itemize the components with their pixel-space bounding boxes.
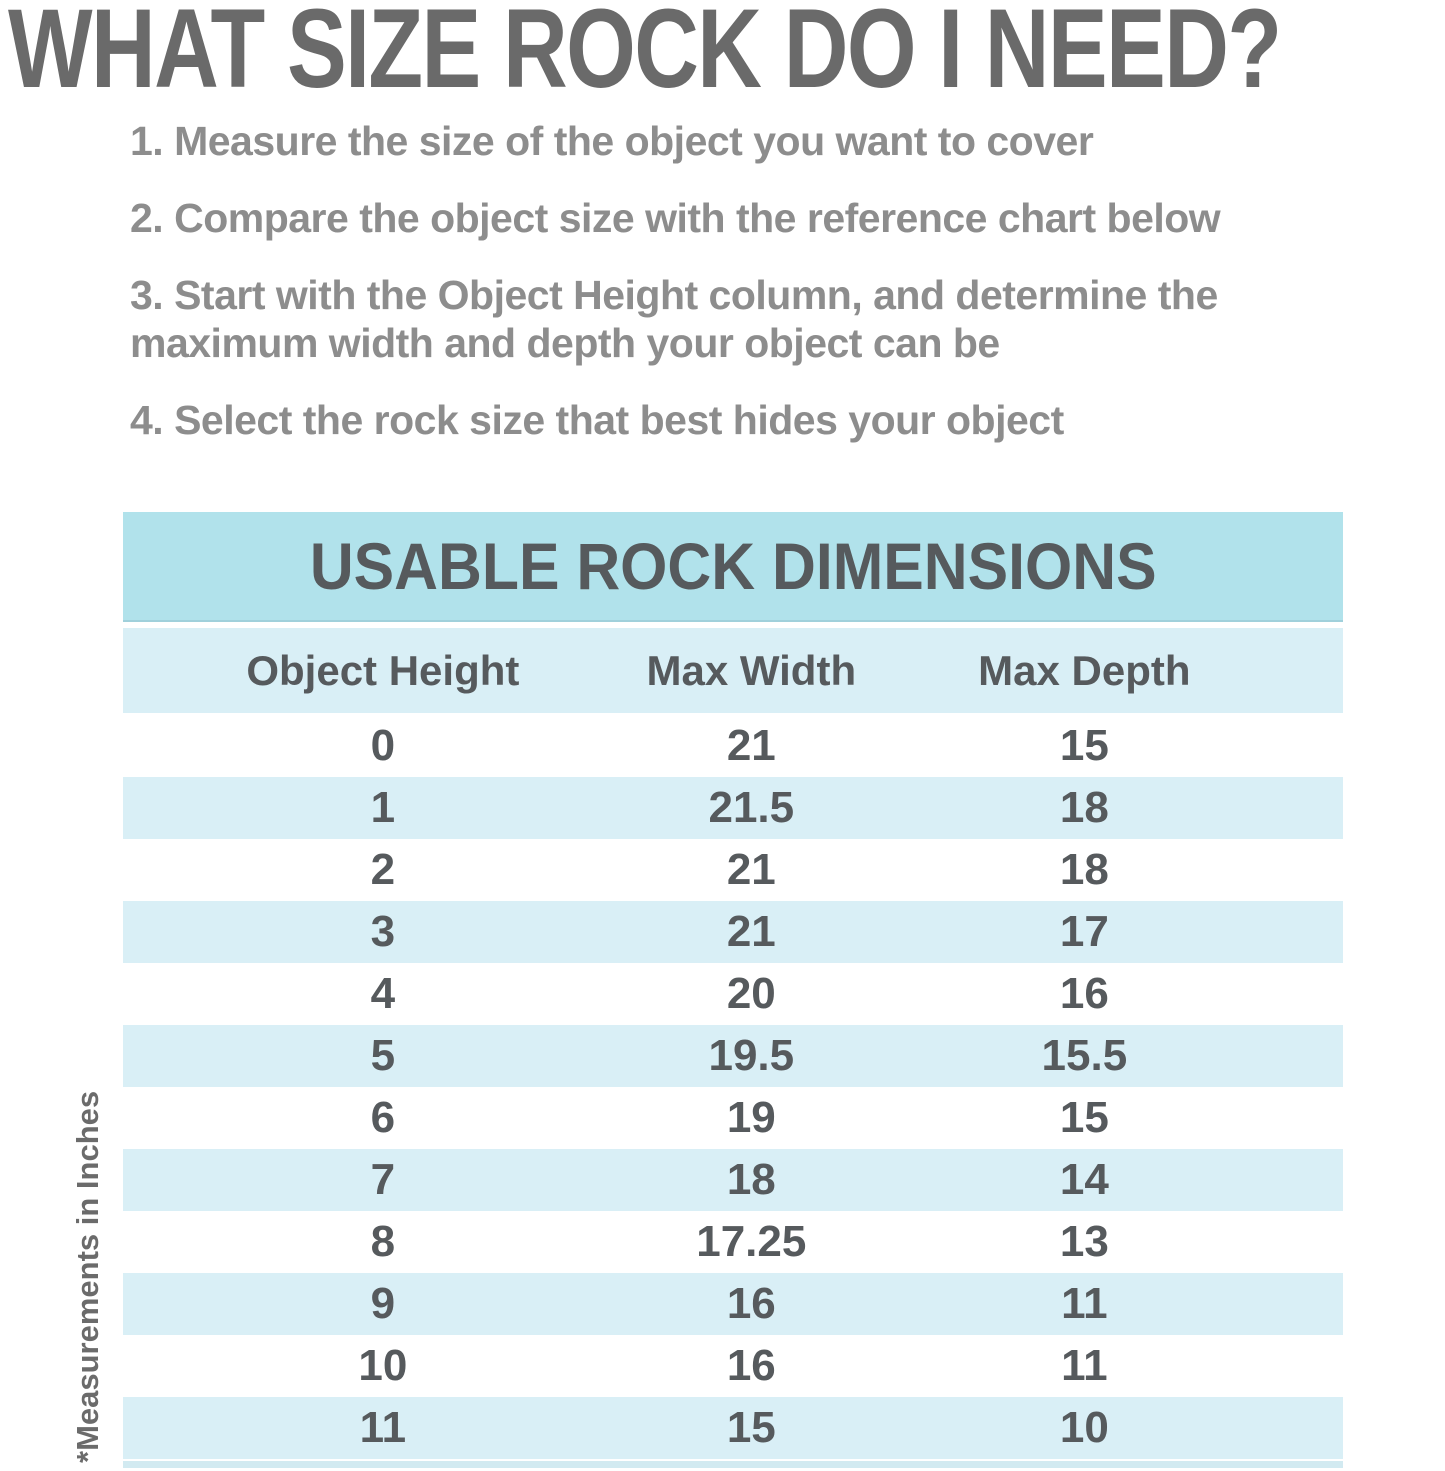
table-row: 2 21 18 bbox=[123, 839, 1343, 901]
table-cell: 11 bbox=[359, 1403, 407, 1452]
table-cell: 3 bbox=[370, 907, 396, 956]
table-cell: 18 bbox=[1059, 845, 1109, 894]
table-cell: 1 bbox=[370, 783, 396, 832]
table-cell: 6 bbox=[370, 1093, 396, 1142]
table-cell: 11 bbox=[1061, 1279, 1108, 1328]
table-cell: 16 bbox=[1059, 969, 1109, 1018]
table-row: 5 19.5 15.5 bbox=[123, 1025, 1343, 1087]
rock-dimensions-table: USABLE ROCK DIMENSIONS Object Height Max … bbox=[123, 512, 1343, 1468]
table-row: 3 21 17 bbox=[123, 901, 1343, 963]
table-row: 7 18 14 bbox=[123, 1149, 1343, 1211]
table-title: USABLE ROCK DIMENSIONS bbox=[309, 529, 1157, 603]
table-row: 1 21.5 18 bbox=[123, 777, 1343, 839]
table-row: 6 19 15 bbox=[123, 1087, 1343, 1149]
table-cell: 18 bbox=[1059, 783, 1109, 832]
instruction-item: 2. Compare the object size with the refe… bbox=[130, 194, 1221, 241]
page-title: WHAT SIZE ROCK DO I NEED? bbox=[8, 0, 1282, 111]
table-cell: 9 bbox=[370, 1279, 396, 1328]
instruction-item: 1. Measure the size of the object you wa… bbox=[130, 118, 1094, 164]
table-cell: 15 bbox=[726, 1403, 776, 1452]
column-header: Max Depth bbox=[978, 646, 1191, 694]
table-cell: 20 bbox=[726, 969, 776, 1018]
instruction-item: 4. Select the rock size that best hides … bbox=[130, 396, 1064, 443]
table-cell: 17.25 bbox=[696, 1217, 807, 1266]
table-cell: 7 bbox=[370, 1155, 396, 1204]
table-cell: 18 bbox=[726, 1155, 776, 1204]
table-cell: 2 bbox=[370, 845, 396, 894]
table-cell: 21 bbox=[726, 907, 776, 956]
measurements-footnote: *Measurements in Inches bbox=[70, 1090, 105, 1463]
table-cell: 13 bbox=[1059, 1217, 1109, 1266]
table-row: 4 20 16 bbox=[123, 963, 1343, 1025]
table-cell: 21 bbox=[726, 721, 776, 770]
table-row: 8 17.25 13 bbox=[123, 1211, 1343, 1273]
instruction-item: 3. Start with the Object Height column, … bbox=[130, 271, 1218, 366]
table-body: 0 21 15 1 21.5 18 2 21 18 3 21 17 4 20 16 5 19.5 15.5 6 19 1… bbox=[123, 715, 1343, 1459]
table-cell: 15 bbox=[1059, 1093, 1109, 1142]
table-row: 10 16 11 bbox=[123, 1335, 1343, 1397]
table-cell: 11 bbox=[1061, 1341, 1108, 1390]
table-cell: 0 bbox=[370, 721, 396, 770]
table-cell: 16 bbox=[726, 1279, 776, 1328]
table-cell: 17 bbox=[1059, 907, 1109, 956]
table-cell: 5 bbox=[370, 1031, 396, 1080]
table-cell: 15.5 bbox=[1041, 1031, 1128, 1080]
table-cell: 19.5 bbox=[708, 1031, 795, 1080]
table-cell: 14 bbox=[1059, 1155, 1109, 1204]
table-cell: 19 bbox=[726, 1093, 776, 1142]
table-bottom-strip bbox=[123, 1461, 1343, 1468]
table-header-row: Object Height Max Width Max Depth bbox=[123, 628, 1343, 713]
table-cell: 4 bbox=[370, 969, 396, 1018]
table-row: 0 21 15 bbox=[123, 715, 1343, 777]
table-cell: 10 bbox=[1059, 1403, 1109, 1452]
table-cell: 15 bbox=[1059, 721, 1109, 770]
instruction-list: 1. Measure the size of the object you wa… bbox=[130, 118, 1415, 474]
table-title-band: USABLE ROCK DIMENSIONS bbox=[123, 512, 1343, 622]
table-row: 11 15 10 bbox=[123, 1397, 1343, 1459]
table-cell: 16 bbox=[726, 1341, 776, 1390]
table-cell: 8 bbox=[370, 1217, 396, 1266]
table-row: 9 16 11 bbox=[123, 1273, 1343, 1335]
column-header: Max Width bbox=[646, 646, 857, 694]
column-header: Object Height bbox=[246, 646, 520, 694]
table-cell: 21.5 bbox=[708, 783, 795, 832]
table-cell: 21 bbox=[726, 845, 776, 894]
table-cell: 10 bbox=[358, 1341, 408, 1390]
